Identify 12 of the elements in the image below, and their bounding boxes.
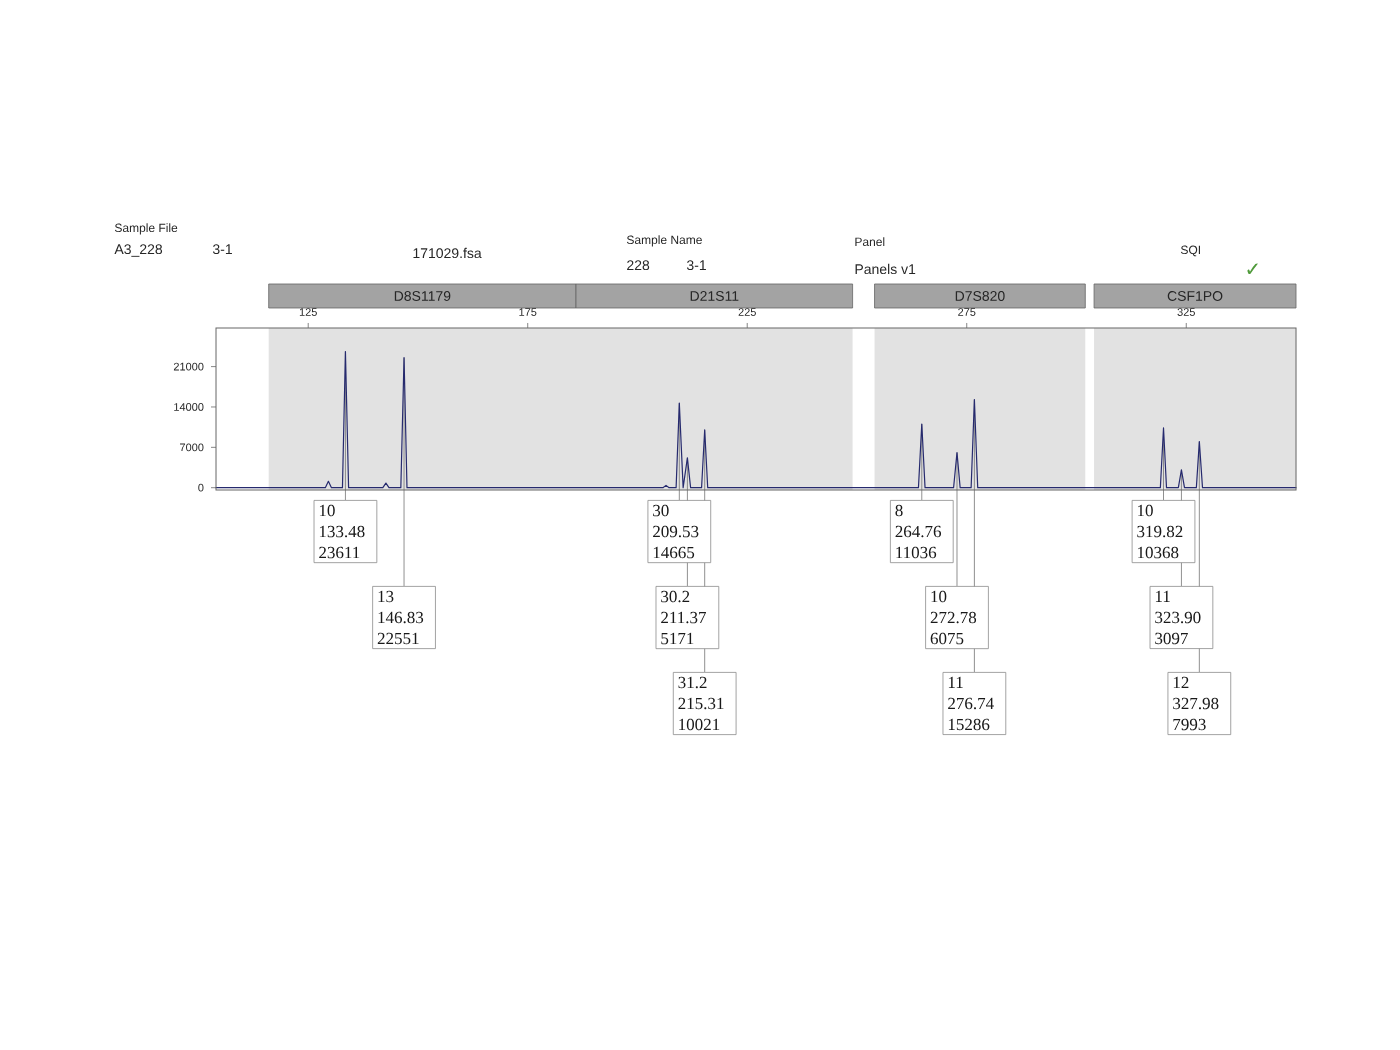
annotation: 12 327.98 7993	[1173, 676, 1219, 731]
annotation: 30.2 211.37 5171	[661, 590, 707, 645]
annotation: 11 323.90 3097	[1155, 590, 1201, 645]
annotation: 13 146.83 22551	[377, 590, 424, 645]
text: ✓	[1247, 263, 1258, 275]
annotation: 30 209.53 14665	[653, 504, 699, 559]
annotation: 10 319.82 10368	[1137, 504, 1183, 559]
annotation: 11 276.74 15286	[948, 676, 994, 731]
annotation: 31.2 215.31 10021	[678, 676, 724, 731]
annotation: 10 133.48 23611	[319, 504, 365, 559]
annotation: 8 264.76 11036	[895, 504, 942, 559]
annotation: 10 272.78 6075	[930, 590, 977, 645]
